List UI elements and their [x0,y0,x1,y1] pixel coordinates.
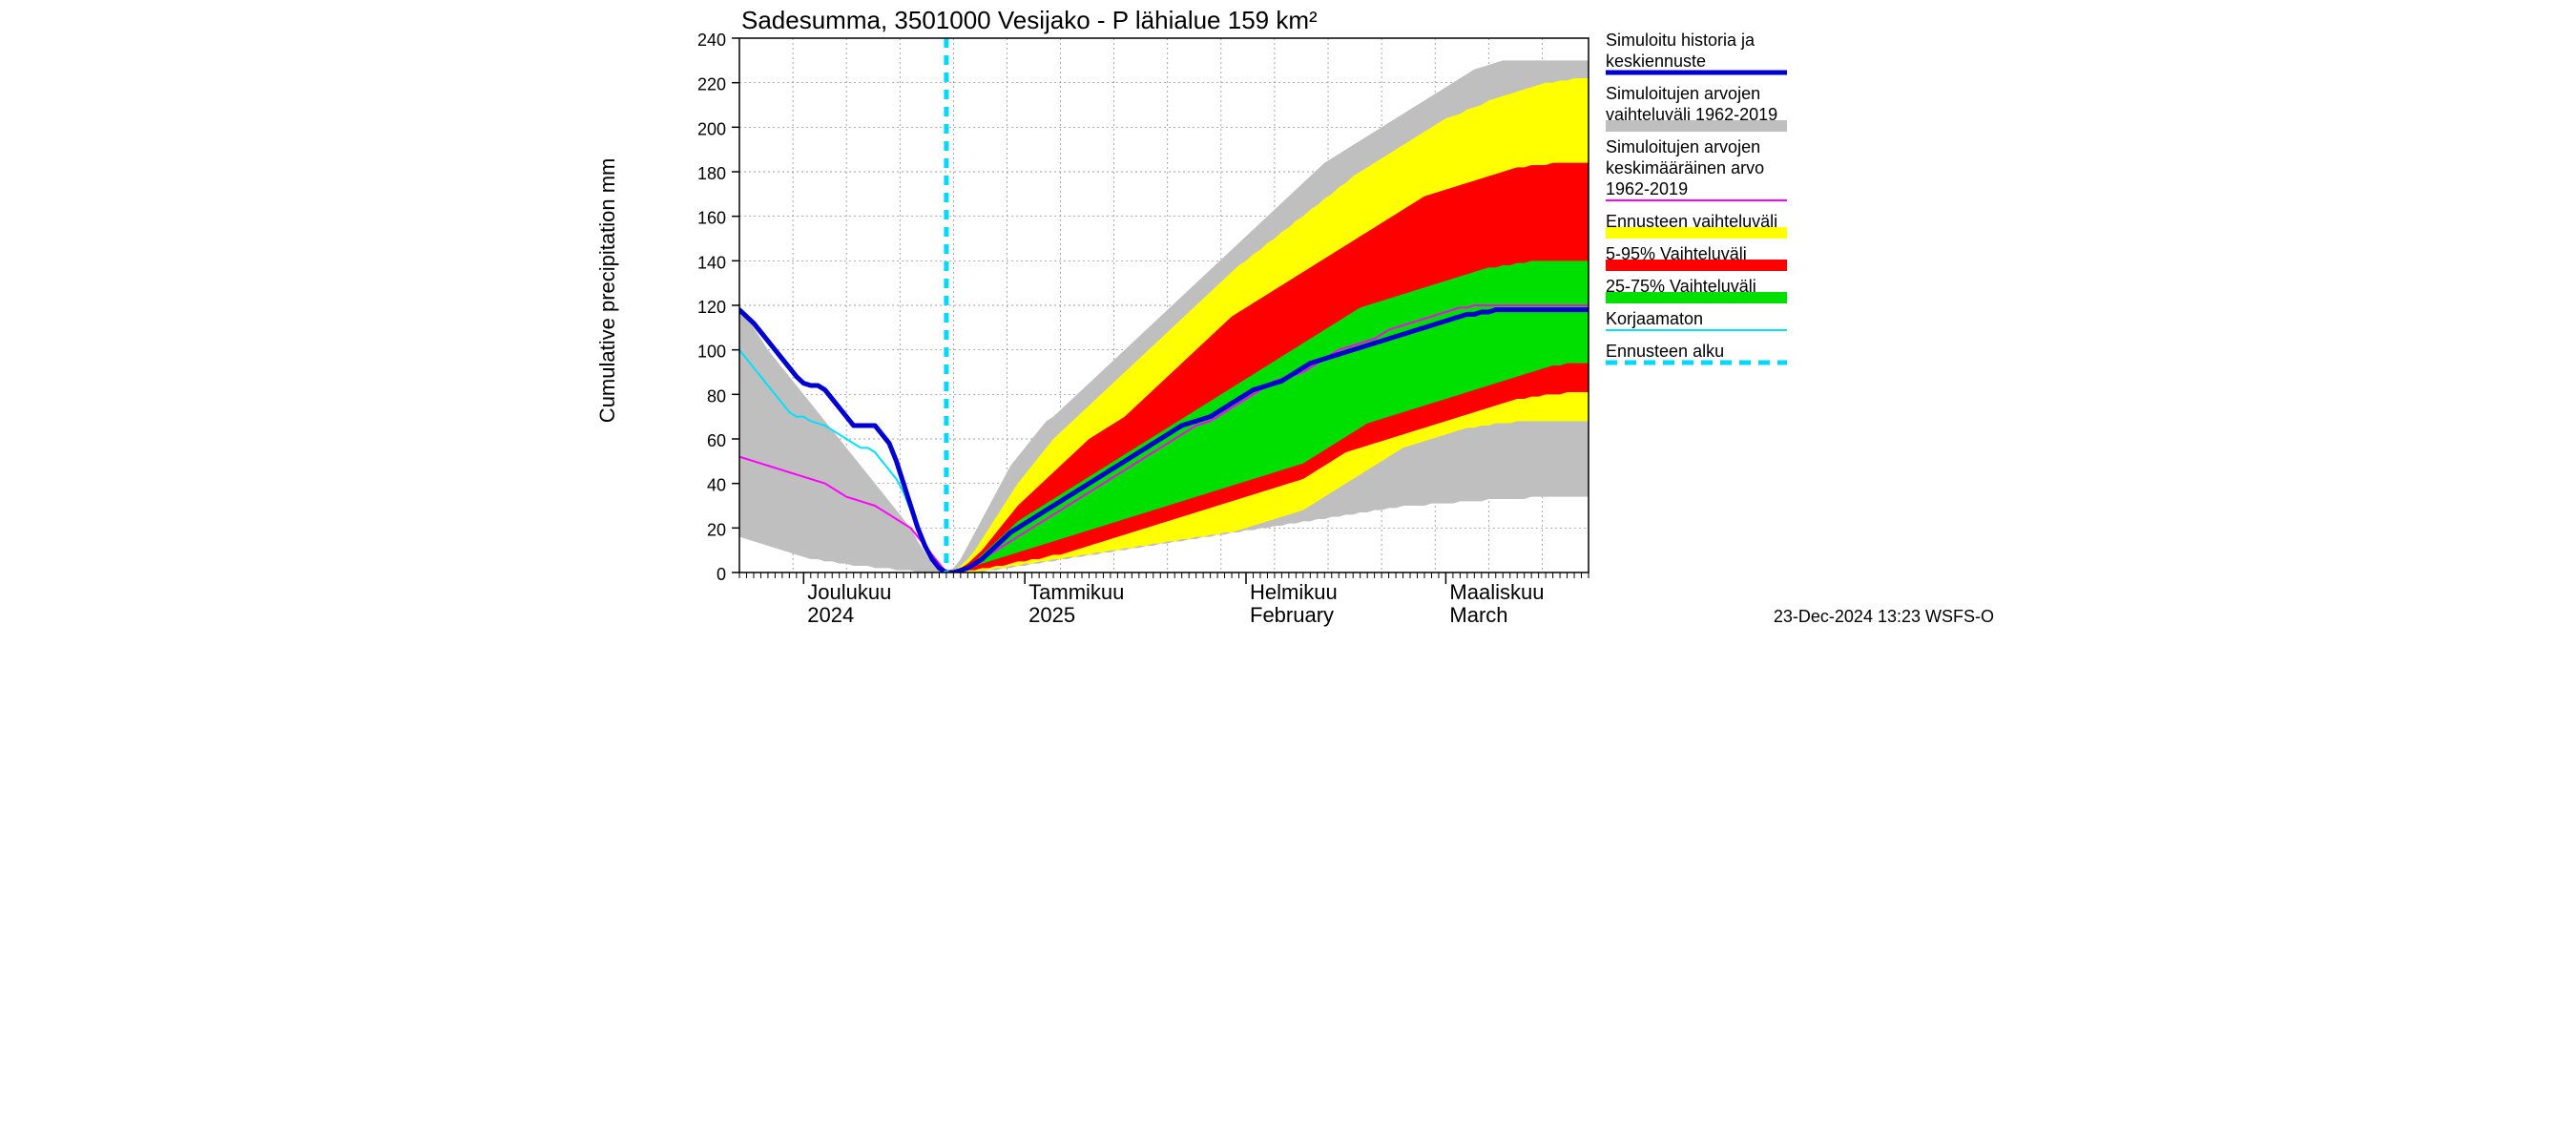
legend-swatch [1606,260,1787,271]
legend-label: Simuloitujen arvojen [1606,84,1760,103]
legend-swatch [1606,292,1787,303]
legend-label: Simuloitu historia ja [1606,31,1755,50]
timestamp: 23-Dec-2024 13:23 WSFS-O [1774,607,1994,626]
month-label: Maaliskuu [1449,580,1544,604]
legend-label: Korjaamaton [1606,309,1703,328]
y-tick-label: 0 [717,565,726,584]
legend-label: Ennusteen alku [1606,342,1724,361]
y-tick-label: 220 [697,75,726,94]
chart-title: Sadesumma, 3501000 Vesijako - P lähialue… [741,6,1318,34]
plot-area [739,38,1589,572]
month-sublabel: February [1250,603,1334,627]
legend-label: Simuloitujen arvojen [1606,137,1760,156]
legend-label: keskimääräinen arvo [1606,158,1764,177]
month-sublabel: March [1449,603,1507,627]
legend-label: keskiennuste [1606,52,1706,71]
month-label: Joulukuu [807,580,891,604]
y-tick-label: 180 [697,164,726,183]
y-tick-label: 60 [707,431,726,450]
y-tick-label: 20 [707,520,726,539]
y-tick-label: 120 [697,298,726,317]
y-tick-label: 40 [707,476,726,495]
month-sublabel: 2025 [1028,603,1075,627]
chart-svg: 0 20 40 60 80 100 120 140 160 180 200 220 240 Jouluku… [572,0,2004,635]
y-tick-label: 140 [697,253,726,272]
month-sublabel: 2024 [807,603,854,627]
y-tick-label: 80 [707,386,726,406]
legend-swatch [1606,227,1787,239]
y-tick-label: 160 [697,209,726,228]
y-tick-label: 100 [697,343,726,362]
legend-label: 1962-2019 [1606,179,1688,198]
chart-container: 0 20 40 60 80 100 120 140 160 180 200 220 240 Jouluku… [572,0,2004,635]
y-axis-label: Cumulative precipitation mm [595,158,619,424]
y-tick-label: 240 [697,31,726,50]
y-tick-label: 200 [697,119,726,138]
month-label: Helmikuu [1250,580,1338,604]
legend-swatch [1606,120,1787,132]
month-label: Tammikuu [1028,580,1124,604]
